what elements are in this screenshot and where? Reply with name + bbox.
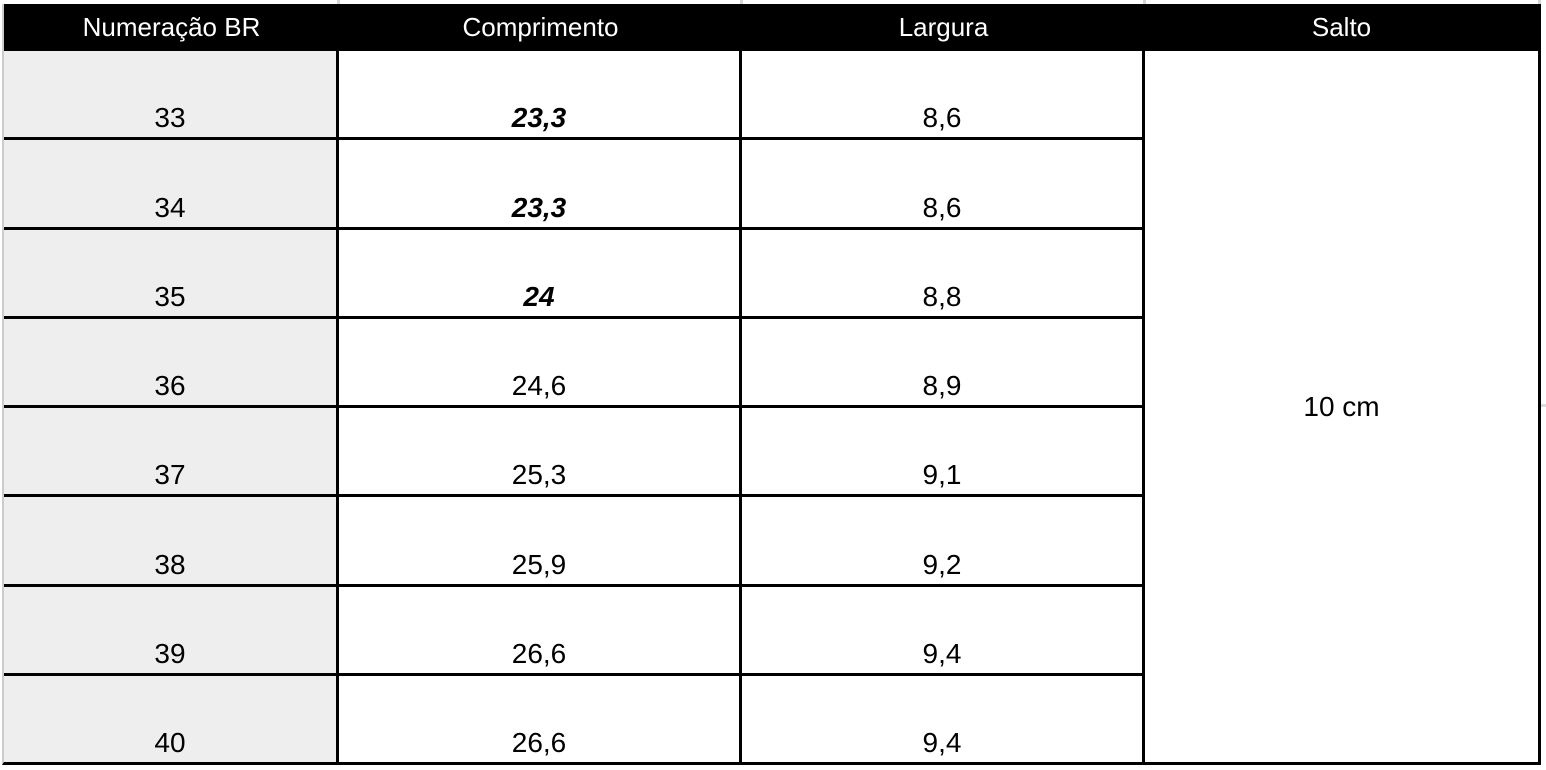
gridline-tick (1143, 0, 1146, 5)
salto-value-cell: 10 cm (1145, 51, 1538, 762)
largura-cell: 8,9 (742, 318, 1145, 405)
size-cell: 35 (4, 229, 339, 316)
table-row: 36 24,6 8,9 (4, 318, 1145, 408)
table-row: 35 24 8,8 (4, 229, 1145, 319)
comprimento-cell: 23,3 (339, 140, 742, 227)
comprimento-cell: 26,6 (339, 586, 742, 673)
largura-cell: 8,8 (742, 229, 1145, 316)
header-cell-largura: Largura (898, 12, 989, 42)
header-cell-salto: Salto (1145, 4, 1538, 51)
table-row: 40 26,6 9,4 (4, 675, 1145, 762)
largura-cell: 9,4 (742, 586, 1145, 673)
size-cell: 38 (4, 497, 339, 584)
header-cell-comprimento: Comprimento (462, 12, 619, 42)
size-cell: 39 (4, 586, 339, 673)
shoe-size-table: Numeração BR Comprimento Largura 33 23,3 8… (2, 4, 1541, 765)
table-row: 37 25,3 9,1 (4, 408, 1145, 498)
comprimento-cell: 24,6 (339, 318, 742, 405)
size-cell: 37 (4, 408, 339, 495)
largura-cell: 9,4 (742, 675, 1145, 762)
header-row: Numeração BR Comprimento Largura (4, 4, 1145, 51)
table-row: 34 23,3 8,6 (4, 140, 1145, 230)
largura-cell: 9,1 (742, 408, 1145, 495)
comprimento-cell: 26,6 (339, 675, 742, 762)
comprimento-cell: 25,9 (339, 497, 742, 584)
largura-cell: 9,2 (742, 497, 1145, 584)
size-cell: 34 (4, 140, 339, 227)
salto-column: Salto 10 cm (1145, 4, 1538, 762)
largura-cell: 8,6 (742, 140, 1145, 227)
size-cell: 33 (4, 51, 339, 138)
table-row: 38 25,9 9,2 (4, 497, 1145, 587)
comprimento-cell: 25,3 (339, 408, 742, 495)
gridline-tick (740, 0, 743, 5)
gridline-tick (337, 0, 340, 5)
header-cell-numeracao-br: Numeração BR (82, 12, 261, 42)
largura-cell: 8,6 (742, 51, 1145, 138)
size-cell: 36 (4, 318, 339, 405)
gridline-tick (1538, 0, 1541, 5)
table-row: 33 23,3 8,6 (4, 51, 1145, 141)
table-row: 39 26,6 9,4 (4, 586, 1145, 676)
comprimento-cell: 24 (339, 229, 742, 316)
size-cell: 40 (4, 675, 339, 762)
comprimento-cell: 23,3 (339, 51, 742, 138)
measure-columns: Numeração BR Comprimento Largura 33 23,3 8… (4, 4, 1145, 762)
gridline-tick (1541, 404, 1546, 407)
